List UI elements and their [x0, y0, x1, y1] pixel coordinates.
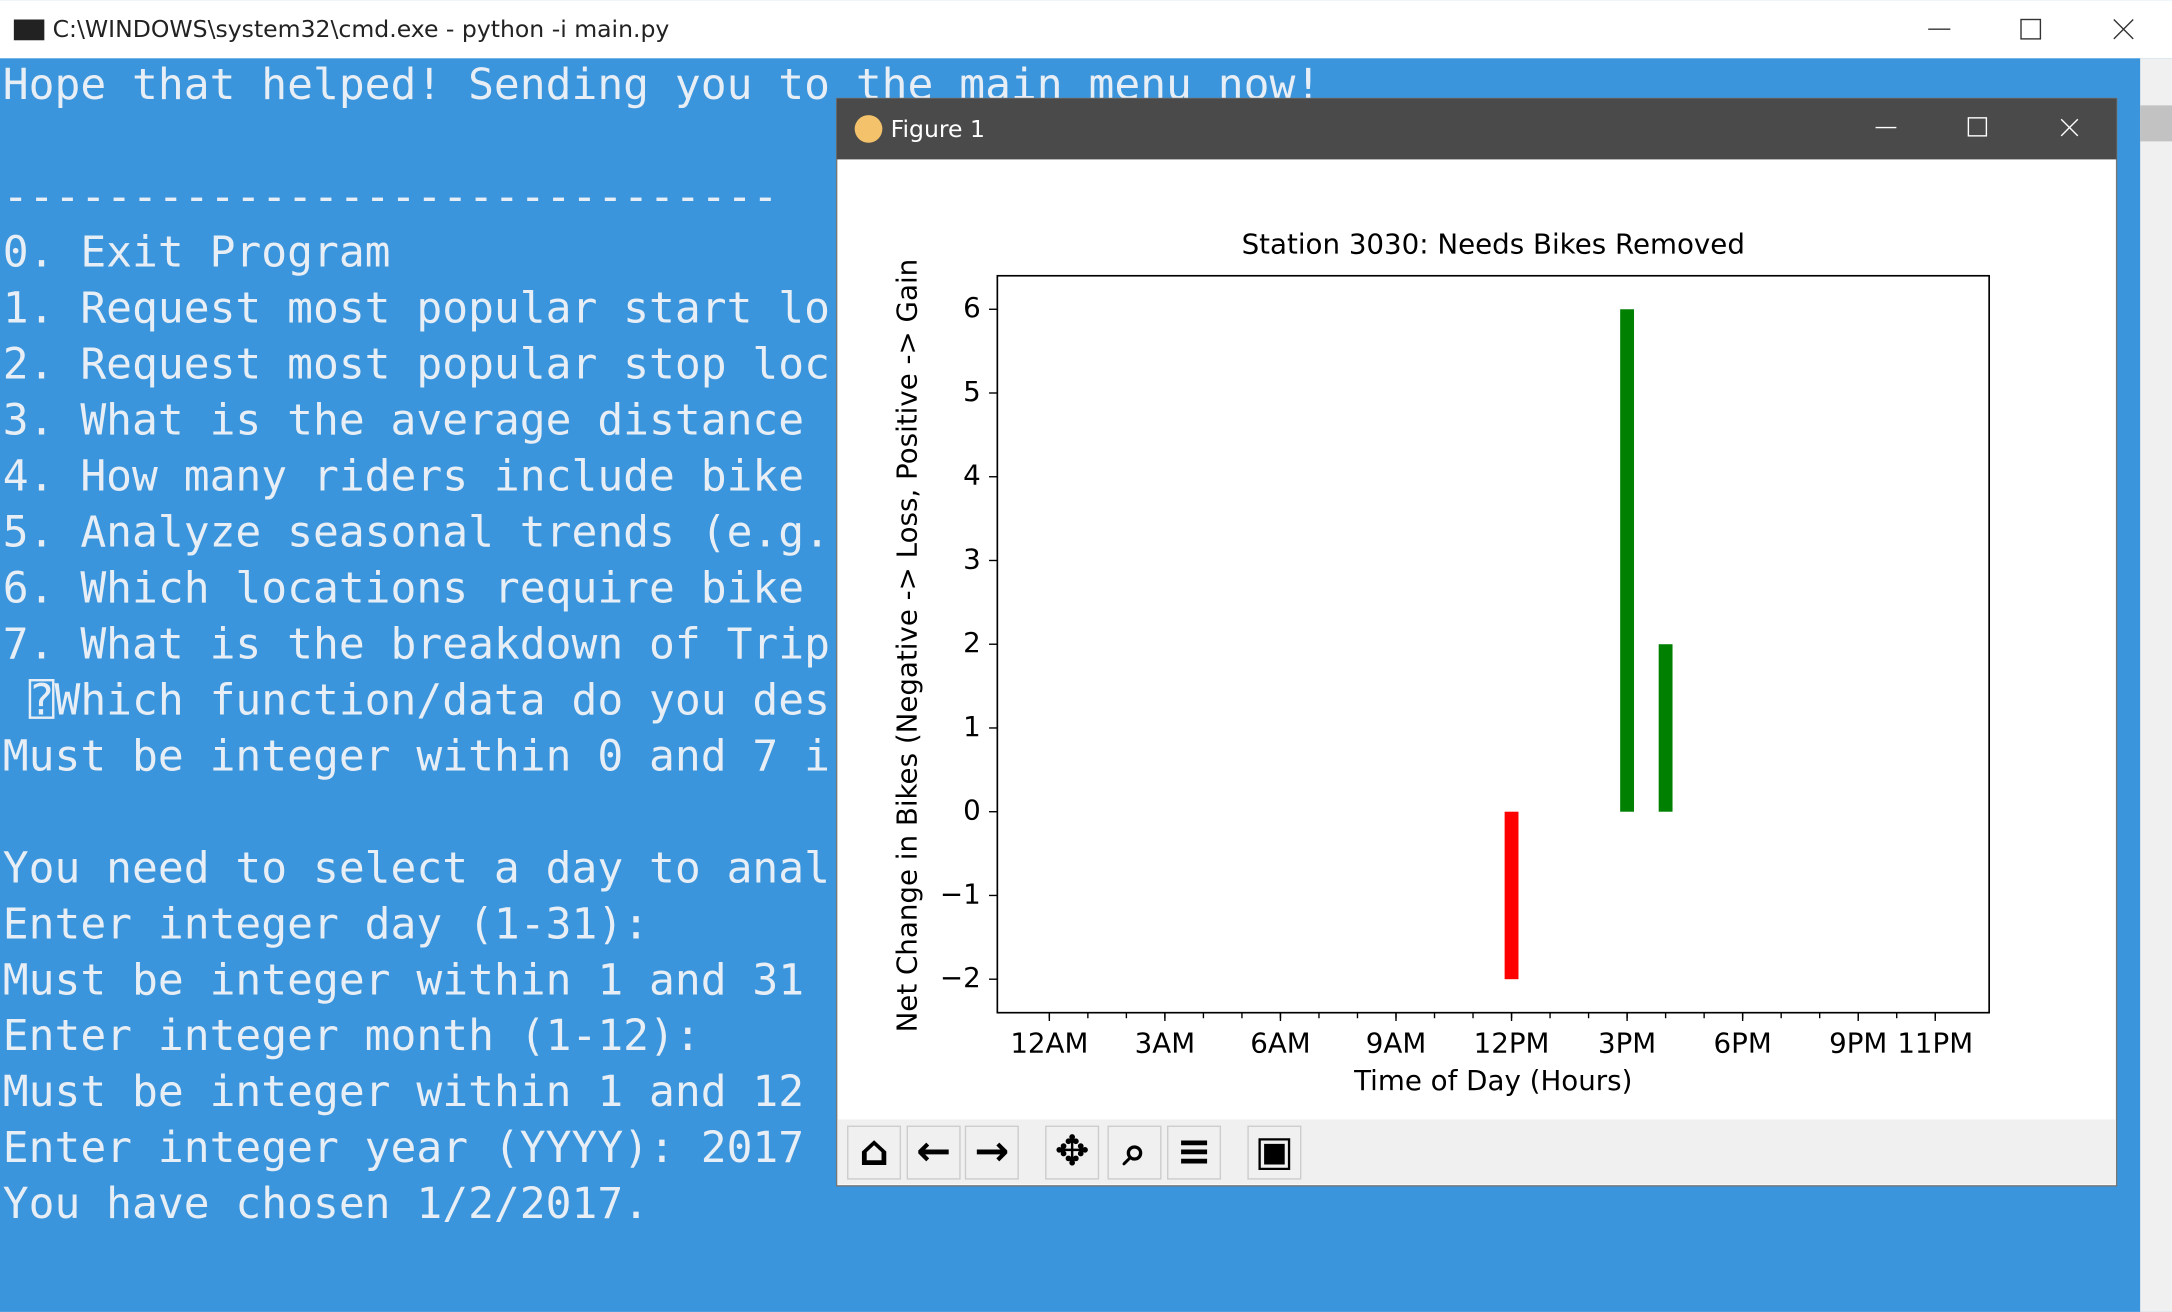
bar — [1620, 309, 1635, 812]
toolbar-icon[interactable]: ⌕ — [1122, 1126, 1146, 1175]
toolbar-button[interactable] — [1045, 1125, 1100, 1180]
y-tick-label: 4 — [963, 459, 981, 492]
y-axis-label: Net Change in Bikes (Negative -> Loss, P… — [891, 259, 924, 1033]
figure-title: Figure 1 — [891, 115, 985, 143]
close-button[interactable] — [2113, 19, 2134, 40]
y-tick-label: 5 — [963, 375, 981, 408]
scrollbar[interactable] — [2140, 58, 2172, 1312]
toolbar-button[interactable] — [1167, 1125, 1222, 1180]
figure-title-bar — [836, 98, 2117, 160]
x-axis-label: Time of Day (Hours) — [1353, 1064, 1632, 1097]
toolbar-icon[interactable]: → — [974, 1126, 1009, 1175]
figure-close[interactable] — [2060, 118, 2079, 137]
x-tick-label: 9AM — [1366, 1027, 1426, 1060]
y-tick-label: 1 — [963, 710, 981, 743]
figure-maximize[interactable] — [1967, 117, 1988, 137]
console-text: Hope that helped! Sending you to the mai… — [3, 60, 1321, 1229]
console-line: 3. What is the average distance — [3, 396, 804, 446]
toolbar-button[interactable] — [847, 1125, 902, 1180]
toolbar-icon[interactable]: ▣ — [1255, 1126, 1294, 1175]
console-line: Must be integer within 1 and 12 — [3, 1067, 804, 1117]
x-tick-label: 9PM — [1829, 1027, 1887, 1060]
y-tick-label: −2 — [940, 961, 981, 994]
console-line: 2. Request most popular stop loc — [3, 340, 830, 390]
console-line: 4. How many riders include bike — [3, 452, 804, 502]
toolbar-button[interactable] — [1247, 1125, 1302, 1180]
y-tick-label: −1 — [940, 877, 981, 910]
y-tick-label: 6 — [963, 291, 981, 324]
console-line: Must be integer within 0 and 7 i — [3, 731, 830, 781]
toolbar-icon[interactable]: ⌂ — [859, 1126, 889, 1175]
scrollbar-thumb[interactable] — [2140, 105, 2172, 142]
toolbar-icon[interactable]: ✥ — [1055, 1126, 1090, 1175]
toolbar-button[interactable] — [964, 1125, 1019, 1180]
console-line: 1. Request most popular start lo — [3, 284, 830, 334]
console-title-bar — [0, 0, 2172, 59]
toolbar-button[interactable] — [906, 1125, 961, 1180]
plot-area — [996, 274, 1990, 1014]
bar — [1658, 644, 1673, 812]
bar — [1504, 811, 1519, 980]
console-line: 5. Analyze seasonal trends (e.g. — [3, 508, 830, 558]
x-tick-label: 6AM — [1250, 1027, 1310, 1060]
console-line: ⍰Which function/data do you des — [3, 675, 830, 725]
toolbar-buttons: ⌂ ← → ✥ ⌕ ≡ ▣ — [847, 1125, 1302, 1180]
x-tick-label: 3PM — [1598, 1027, 1656, 1060]
toolbar-icon[interactable]: ≡ — [1177, 1126, 1212, 1175]
chart-title: Station 3030: Needs Bikes Removed — [1242, 227, 1745, 260]
y-tick-label: 0 — [963, 794, 981, 827]
toolbar — [838, 1119, 2116, 1185]
console-line: 0. Exit Program — [3, 228, 391, 278]
console-line: Enter integer day (1-31): — [3, 899, 649, 949]
toolbar-button[interactable] — [1107, 1125, 1162, 1180]
console-line: 7. What is the breakdown of Trip — [3, 619, 830, 669]
figure-icon — [854, 115, 883, 143]
console-line: Enter integer year (YYYY): 2017 — [3, 1123, 804, 1173]
console-line: Must be integer within 1 and 31 — [3, 955, 804, 1005]
console-icon — [13, 19, 45, 41]
console-title: C:\WINDOWS\system32\cmd.exe - python -i … — [53, 15, 670, 43]
console-line: Enter integer month (1-12): — [3, 1011, 701, 1061]
y-tick-label: 3 — [963, 542, 981, 575]
x-tick-label: 11PM — [1897, 1027, 1973, 1060]
console-line: You need to select a day to anal — [3, 843, 830, 893]
console-line: ------------------------------ — [3, 172, 779, 222]
maximize-button[interactable] — [2020, 18, 2042, 40]
x-tick-label: 12PM — [1474, 1027, 1550, 1060]
x-tick-label: 12AM — [1010, 1027, 1088, 1060]
y-tick-label: 2 — [963, 626, 981, 659]
x-tick-label: 3AM — [1135, 1027, 1195, 1060]
chart: Station 3030: Needs Bikes Removed Time o… — [891, 227, 1990, 1097]
toolbar-icon[interactable]: ← — [916, 1126, 951, 1175]
console-line: You have chosen 1/2/2017. — [3, 1179, 649, 1229]
x-tick-label: 6PM — [1714, 1027, 1772, 1060]
console-line: 6. Which locations require bike — [3, 564, 804, 614]
